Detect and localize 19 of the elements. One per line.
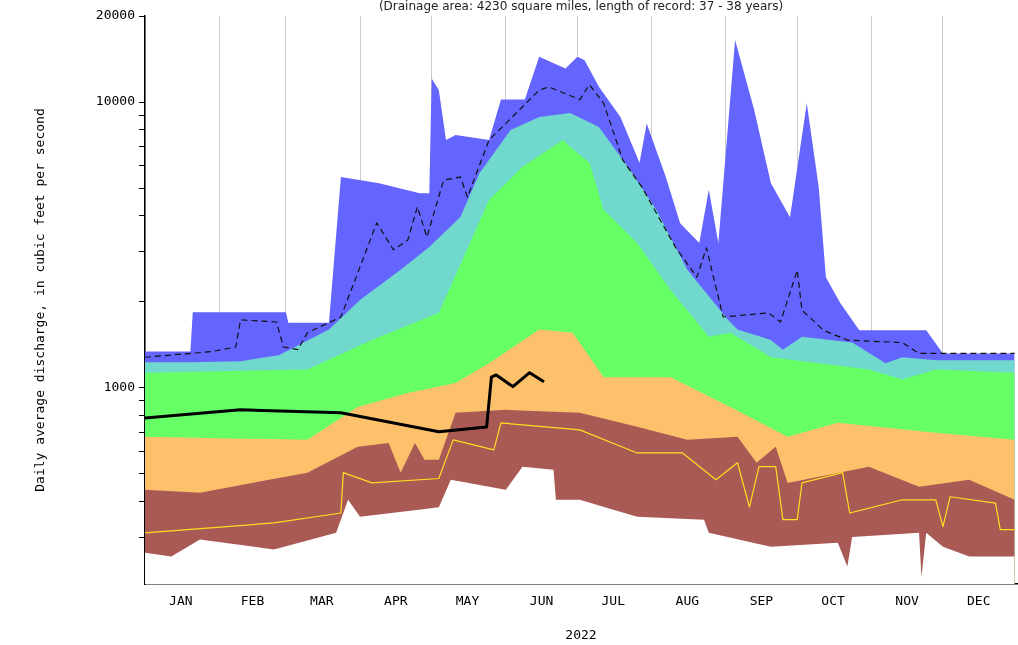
y-tick-label: 20000: [95, 7, 135, 23]
x-tick-label: APR: [384, 593, 408, 609]
x-tick-label: MAY: [455, 593, 480, 609]
x-tick-label: DEC: [967, 593, 991, 609]
x-tick-label: OCT: [821, 593, 845, 609]
x-axis-title: 2022: [565, 626, 597, 642]
x-tick-label: AUG: [675, 593, 700, 609]
x-tick-label: FEB: [240, 593, 265, 609]
y-tick-label: 10000: [95, 93, 135, 109]
x-tick-label: NOV: [895, 593, 920, 609]
y-tick-label: 1000: [103, 379, 135, 395]
y-axis-title: Daily average discharge, in cubic feet per second: [32, 108, 48, 492]
chart-subtitle: (Drainage area: 4230 square miles, length of record: 37 - 38 years): [378, 0, 784, 14]
x-tick-label: SEP: [749, 593, 774, 609]
x-tick-label: JUN: [529, 593, 554, 609]
x-tick-label: MAR: [310, 593, 334, 609]
line-series: [145, 84, 1016, 358]
x-tick-label: JUL: [601, 593, 626, 609]
x-tick-label: JAN: [169, 593, 193, 609]
